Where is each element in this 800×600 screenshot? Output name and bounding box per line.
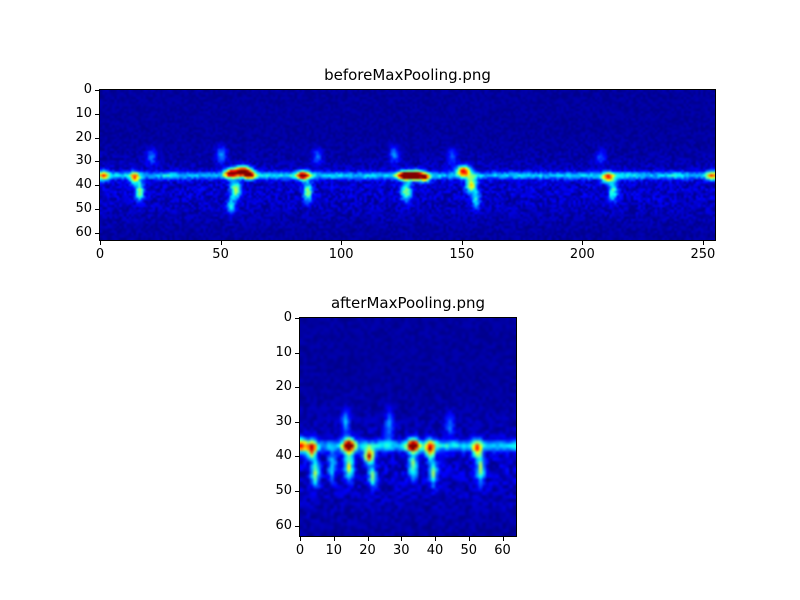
y-tick-mark [95,232,99,234]
y-tick-mark [295,387,299,389]
x-tick-mark [461,241,463,245]
x-tick-label: 200 [569,247,595,262]
y-tick-mark [295,352,299,354]
y-tick-label: 40 [75,177,92,193]
x-tick-label: 0 [95,247,105,262]
y-tick-label: 50 [75,201,92,217]
x-tick-mark [300,537,301,541]
before-maxpooling-title: beforeMaxPooling.png [324,66,491,84]
after-maxpooling-title: afterMaxPooling.png [330,294,486,312]
y-tick-mark [295,318,299,319]
y-tick-mark [295,525,299,527]
x-tick-label: 10 [325,543,343,558]
x-tick-label: 30 [392,543,410,558]
x-tick-label: 100 [328,247,354,262]
after-maxpooling-heatmap [300,318,516,536]
x-tick-mark [341,241,343,245]
x-tick-label: 40 [426,543,444,558]
x-tick-mark [468,537,470,541]
y-tick-mark [95,185,99,187]
y-tick-label: 30 [75,153,92,169]
x-tick-label: 60 [494,543,511,558]
y-tick-mark [95,113,99,115]
x-tick-mark [220,241,222,245]
x-tick-label: 50 [460,543,478,558]
before-maxpooling-heatmap [100,90,715,240]
x-tick-label: 20 [359,543,376,558]
x-tick-mark [702,241,704,245]
y-tick-mark [295,491,299,493]
y-tick-label: 0 [283,310,292,325]
y-tick-label: 20 [275,379,292,395]
y-tick-label: 50 [275,483,292,499]
x-tick-mark [401,537,403,541]
y-tick-label: 10 [275,344,292,360]
y-tick-mark [95,137,99,139]
y-tick-label: 0 [83,82,92,97]
y-tick-mark [95,90,99,91]
x-tick-mark [333,537,335,541]
x-tick-mark [367,537,369,541]
x-tick-label: 50 [212,247,229,262]
y-tick-label: 60 [75,224,92,240]
x-tick-label: 150 [449,247,475,262]
y-tick-label: 40 [275,448,292,464]
x-tick-label: 250 [690,247,716,262]
x-tick-mark [435,537,436,541]
x-tick-mark [502,537,504,541]
x-tick-mark [582,241,584,245]
y-tick-mark [95,209,99,211]
y-tick-mark [95,161,99,163]
y-tick-label: 60 [275,517,292,533]
y-tick-mark [295,421,299,423]
y-tick-label: 30 [275,413,292,429]
y-tick-label: 20 [75,129,92,145]
x-tick-mark [100,241,101,245]
x-tick-label: 0 [295,543,305,558]
y-tick-label: 10 [75,105,92,121]
y-tick-mark [295,456,299,458]
